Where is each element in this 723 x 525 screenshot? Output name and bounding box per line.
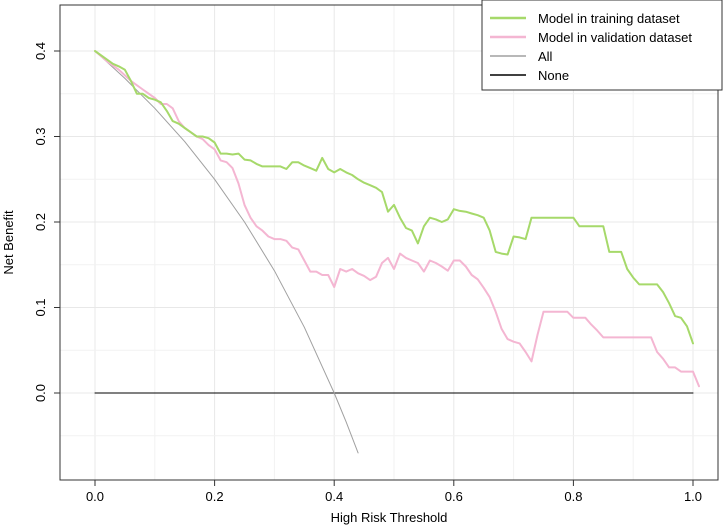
x-tick-label: 0.8 — [564, 489, 582, 504]
x-tick-label: 0.0 — [86, 489, 104, 504]
y-tick-label: 0.0 — [33, 384, 48, 402]
y-axis-title: Net Benefit — [1, 210, 16, 275]
x-axis-ticks: 0.0 0.2 0.4 0.6 0.8 1.0 — [86, 480, 702, 504]
legend-label: Model in training dataset — [538, 11, 680, 26]
legend-label: Model in validation dataset — [538, 30, 692, 45]
x-tick-label: 0.4 — [325, 489, 343, 504]
y-tick-label: 0.4 — [33, 42, 48, 60]
plot-frame — [59, 4, 719, 481]
y-tick-label: 0.1 — [33, 298, 48, 316]
y-tick-label: 0.3 — [33, 127, 48, 145]
x-tick-label: 0.6 — [445, 489, 463, 504]
y-axis-ticks: 0.0 0.1 0.2 0.3 0.4 — [33, 42, 60, 402]
series-line-model-in-validation-dataset — [94, 50, 700, 388]
series-layer — [94, 50, 700, 454]
legend-label: All — [538, 49, 553, 64]
x-axis-title: High Risk Threshold — [331, 510, 448, 525]
series-line-all — [94, 50, 359, 454]
y-tick-label: 0.2 — [33, 213, 48, 231]
legend: Model in training dataset Model in valida… — [481, 0, 723, 91]
series-line-model-in-training-dataset — [94, 50, 694, 345]
x-tick-label: 0.2 — [206, 489, 224, 504]
x-tick-label: 1.0 — [684, 489, 702, 504]
legend-label: None — [538, 68, 569, 83]
